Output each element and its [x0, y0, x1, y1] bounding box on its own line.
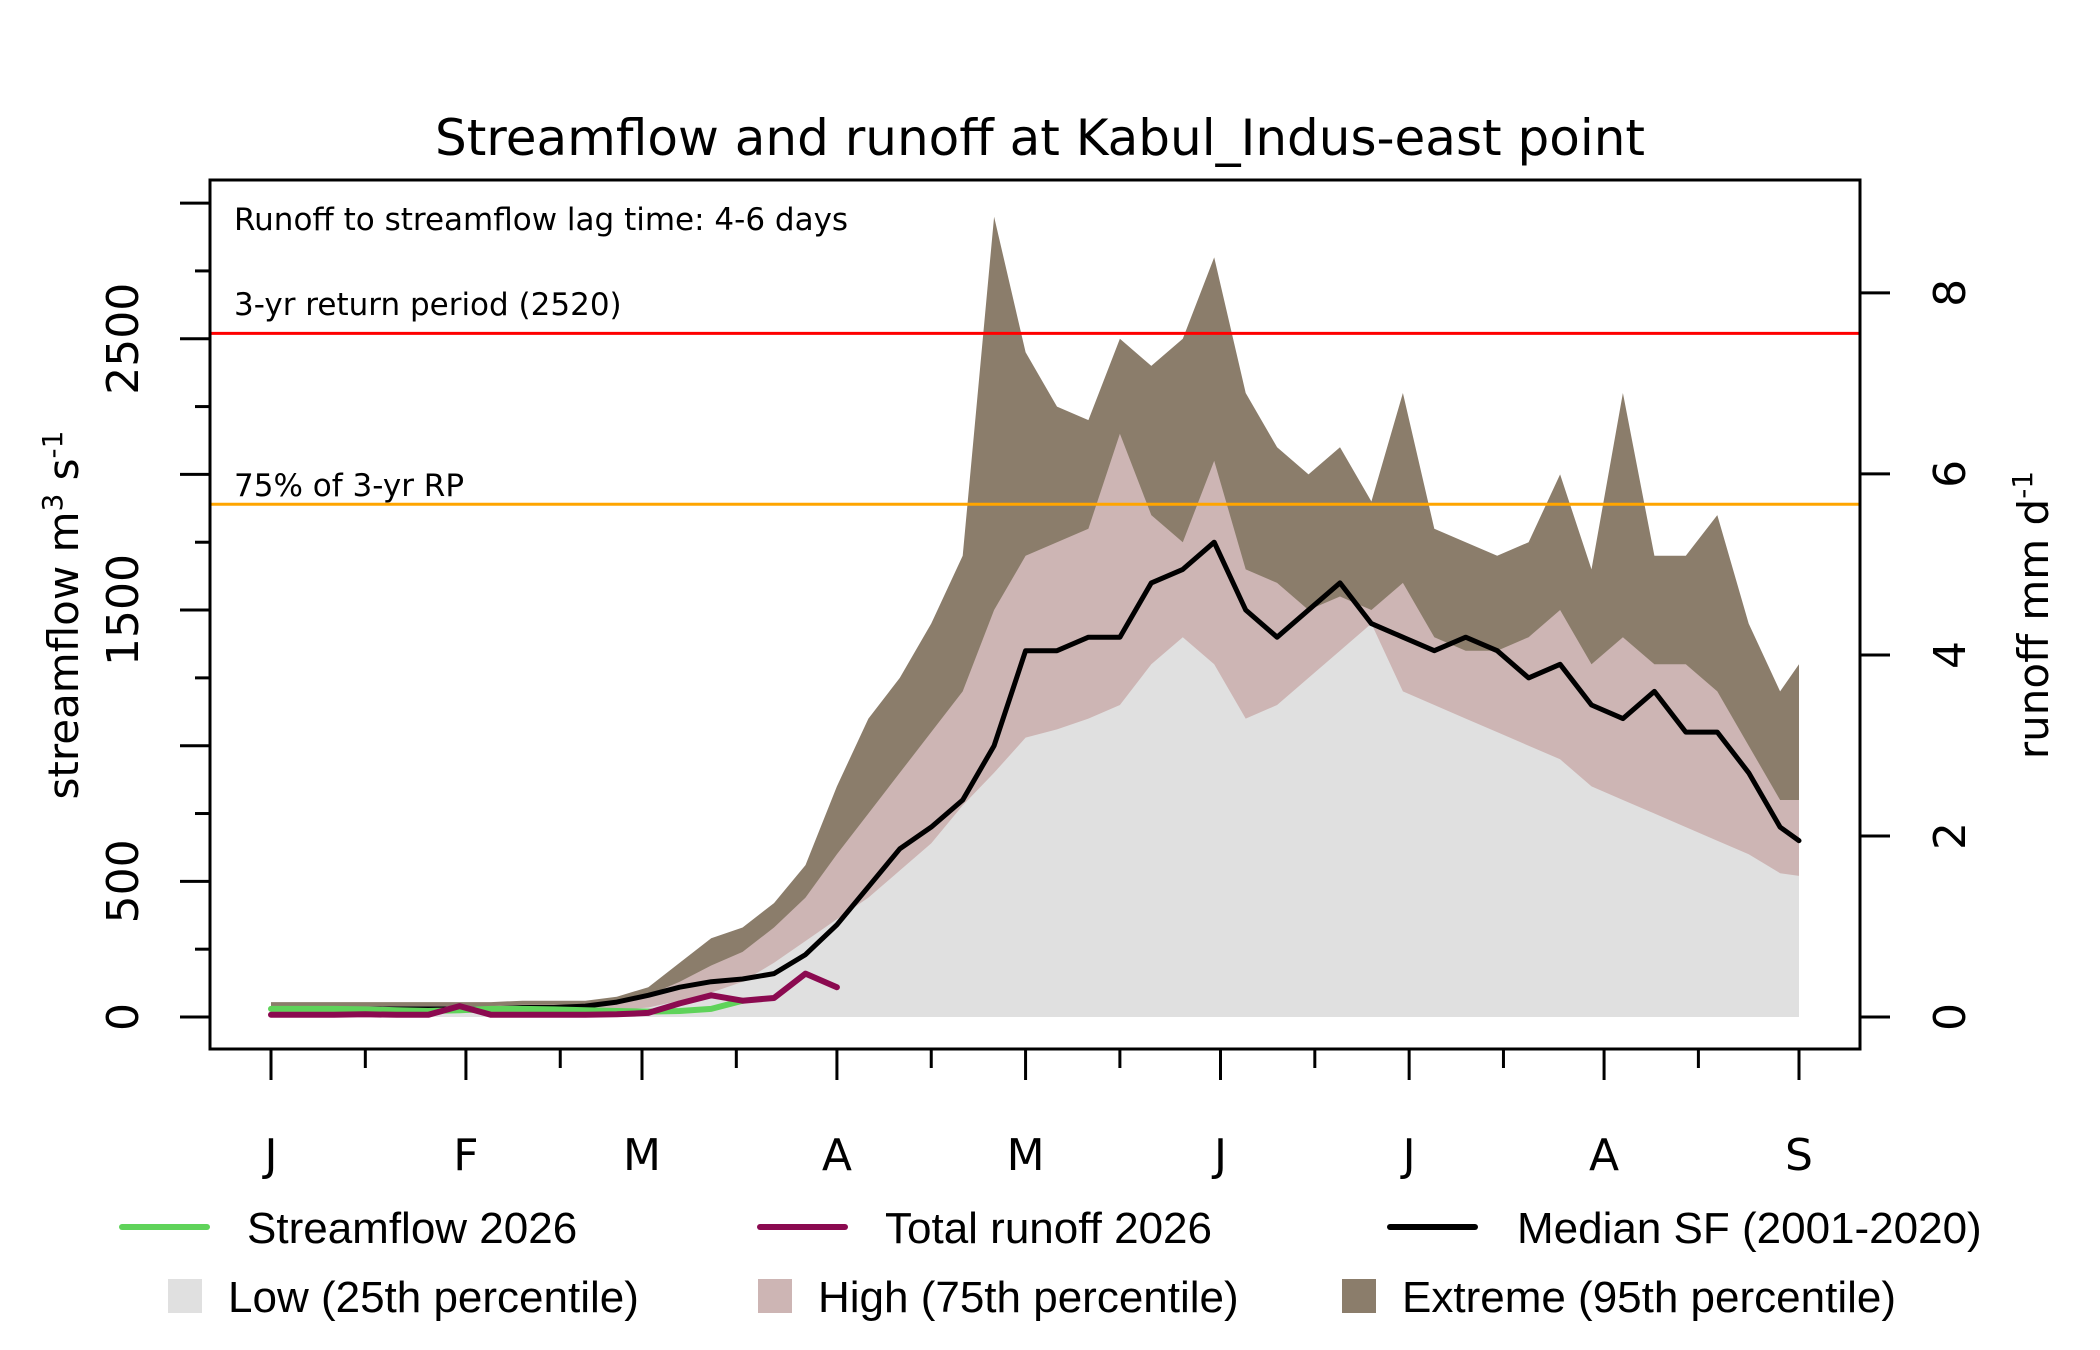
percentile-bands [271, 216, 1799, 1017]
x-tick-label: F [453, 1130, 478, 1181]
y-axis-title: streamflow m3 s-1 [36, 431, 88, 800]
legend-item: High (75th percentile) [758, 1273, 1239, 1322]
legend-label: Extreme (95th percentile) [1402, 1273, 1896, 1322]
legend-label: Median SF (2001-2020) [1517, 1204, 1982, 1253]
y-tick-label: 1500 [98, 554, 149, 666]
y2-tick-label: 0 [1925, 1003, 1976, 1031]
band-low [271, 623, 1799, 1017]
x-tick-label: M [623, 1130, 661, 1181]
legend-box-swatch [758, 1279, 792, 1313]
legend-item: Total runoff 2026 [757, 1204, 1212, 1253]
legend-item: Extreme (95th percentile) [1342, 1273, 1896, 1322]
y2-tick-label: 8 [1925, 279, 1976, 307]
chart-title: Streamflow and runoff at Kabul_Indus-eas… [435, 109, 1645, 167]
x-tick-label: A [1589, 1130, 1619, 1181]
y-tick-label: 2500 [98, 283, 149, 395]
legend-item: Low (25th percentile) [168, 1273, 639, 1322]
x-tick-label: S [1785, 1130, 1813, 1181]
right-y-axis: 0 2 4 6 8 [1860, 279, 1976, 1031]
x-tick-label: J [1211, 1130, 1227, 1181]
legend-label: Total runoff 2026 [885, 1204, 1212, 1253]
y-tick-label: 0 [98, 1003, 149, 1031]
legend: Streamflow 2026 Total runoff 2026 Median S… [119, 1204, 1982, 1322]
y2-tick-label: 4 [1925, 641, 1976, 669]
x-tick-label: M [1007, 1130, 1045, 1181]
return-period-label: 3-yr return period (2520) [234, 287, 622, 323]
legend-item: Streamflow 2026 [119, 1204, 577, 1253]
x-tick-label: J [1400, 1130, 1416, 1181]
lag-time-annotation: Runoff to streamflow lag time: 4-6 days [234, 202, 848, 238]
y2-axis-title: runoff mm d-1 [2006, 471, 2058, 759]
left-y-axis: 0 500 1500 2500 [98, 201, 212, 1031]
y2-tick-label: 6 [1925, 460, 1976, 488]
legend-label: Streamflow 2026 [247, 1204, 577, 1253]
y2-tick-label: 2 [1925, 822, 1976, 850]
rp75-label: 75% of 3-yr RP [234, 468, 464, 504]
series-lines [268, 539, 1802, 1018]
legend-box-swatch [1342, 1279, 1376, 1313]
legend-label: High (75th percentile) [818, 1273, 1239, 1322]
x-tick-label: A [822, 1130, 852, 1181]
line-total-runoff-2026 [268, 970, 840, 1018]
legend-label: Low (25th percentile) [228, 1273, 639, 1322]
legend-box-swatch [168, 1279, 202, 1313]
reference-lines [210, 331, 1860, 506]
y-tick-label: 500 [98, 839, 149, 923]
x-tick-label: J [262, 1130, 278, 1181]
line-streamflow-2026 [268, 997, 746, 1015]
legend-item: Median SF (2001-2020) [1387, 1204, 1982, 1253]
